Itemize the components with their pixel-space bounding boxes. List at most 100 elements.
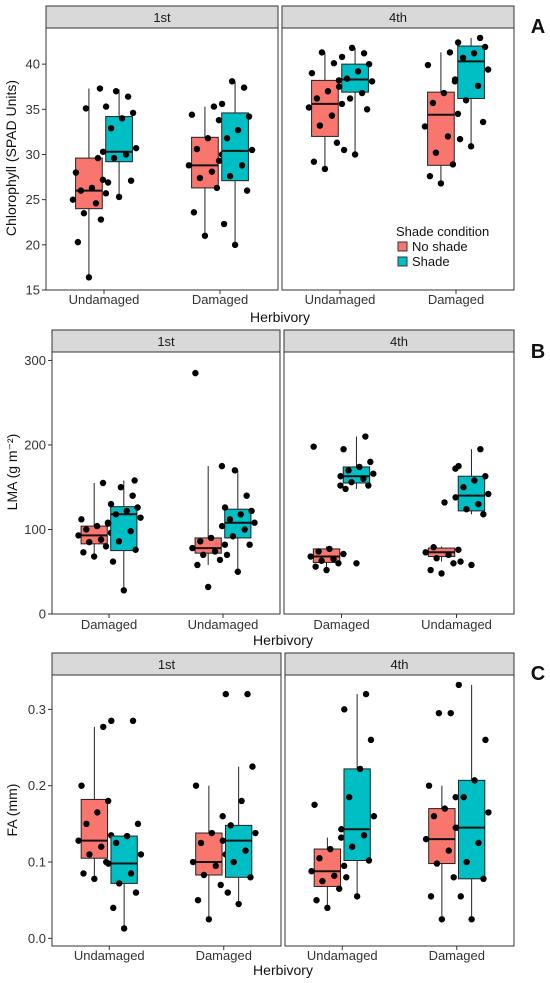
data-point (421, 123, 429, 130)
data-point (340, 445, 347, 453)
data-point (441, 805, 449, 812)
data-point (353, 893, 361, 900)
data-point (480, 511, 487, 518)
data-point (204, 583, 212, 591)
data-point (241, 526, 248, 533)
data-point (422, 549, 429, 556)
panel-label: B (531, 341, 545, 363)
data-point (78, 782, 85, 789)
data-point (132, 546, 139, 553)
data-point (247, 874, 254, 881)
data-point (456, 135, 464, 143)
data-point (430, 813, 438, 820)
facet-4th: 4th Damaged Undamaged (283, 329, 515, 632)
box-shade (452, 681, 492, 923)
data-point (226, 172, 234, 180)
data-point (475, 839, 482, 847)
box-body (313, 848, 342, 887)
facet-1st: 1st Undamaged Damaged (51, 652, 282, 963)
x-tick-label: Damaged (192, 292, 248, 307)
data-point (189, 858, 197, 866)
data-point (308, 69, 316, 77)
y-tick-label: 0 (39, 607, 46, 622)
x-tick-label: Undamaged (307, 948, 378, 963)
data-point (328, 112, 336, 119)
data-point (127, 177, 135, 184)
box-body (195, 832, 223, 876)
box-shade (219, 690, 259, 908)
data-point (72, 169, 80, 176)
data-point (481, 43, 489, 51)
data-point (112, 88, 120, 95)
y-tick-label: 0.2 (28, 778, 46, 793)
y-tick-label: 40 (26, 57, 40, 72)
data-point (246, 541, 253, 548)
box-no-shade (185, 103, 226, 239)
y-tick-label: 20 (26, 237, 40, 252)
data-point (137, 851, 145, 858)
data-point (455, 681, 462, 689)
data-point (208, 829, 216, 837)
data-point (215, 157, 223, 165)
data-point (362, 433, 369, 440)
data-point (69, 196, 77, 203)
y-tick-label: 30 (26, 147, 40, 162)
data-point (323, 566, 330, 574)
data-point (370, 470, 377, 477)
data-point (92, 200, 100, 207)
box-shade (452, 445, 492, 569)
box-no-shade (422, 465, 462, 577)
data-point (360, 832, 368, 839)
data-point (348, 478, 355, 486)
y-axis-title: Chlorophyll (SPAD Units) (3, 80, 19, 236)
data-point (479, 118, 487, 126)
data-point (338, 826, 345, 833)
data-point (229, 533, 237, 540)
data-point (196, 174, 204, 182)
data-point (219, 837, 227, 844)
data-point (331, 872, 338, 879)
data-point (457, 558, 464, 565)
data-point (218, 100, 226, 108)
data-point (242, 847, 249, 854)
data-point (123, 507, 130, 515)
box-no-shade (189, 782, 229, 923)
data-point (468, 916, 475, 923)
data-point (353, 560, 360, 567)
data-point (480, 875, 487, 883)
data-point (338, 53, 346, 61)
box-body (343, 768, 371, 862)
data-point (249, 763, 256, 770)
data-point (316, 855, 323, 862)
data-point (335, 83, 343, 90)
panel-A: A Chlorophyll (SPAD Units) Herbivory 15 20 25… (3, 5, 545, 325)
y-tick-label: 0.1 (28, 855, 46, 870)
data-point (326, 545, 333, 553)
data-point (108, 717, 115, 725)
data-point (477, 445, 484, 453)
data-point (476, 34, 484, 42)
data-point (93, 522, 101, 530)
data-point (426, 172, 434, 180)
data-point (75, 532, 82, 539)
data-point (348, 44, 356, 52)
y-tick-label: 300 (24, 353, 46, 368)
data-point (432, 149, 440, 156)
y-tick-label: 25 (26, 192, 40, 207)
facet-4th: 4th Undamaged Damaged (284, 652, 515, 963)
data-point (134, 504, 141, 511)
data-point (307, 553, 314, 560)
data-point (463, 506, 470, 513)
plot-area (51, 351, 281, 615)
data-point (78, 516, 85, 523)
data-point (83, 820, 90, 828)
data-point (336, 885, 343, 892)
data-point (230, 858, 237, 866)
data-point (231, 241, 239, 249)
data-point (451, 76, 459, 83)
data-point (482, 473, 489, 480)
data-point (98, 843, 105, 850)
data-point (194, 896, 202, 904)
data-point (194, 561, 201, 569)
facet-1st: 1st Damaged Undamaged (51, 329, 281, 632)
